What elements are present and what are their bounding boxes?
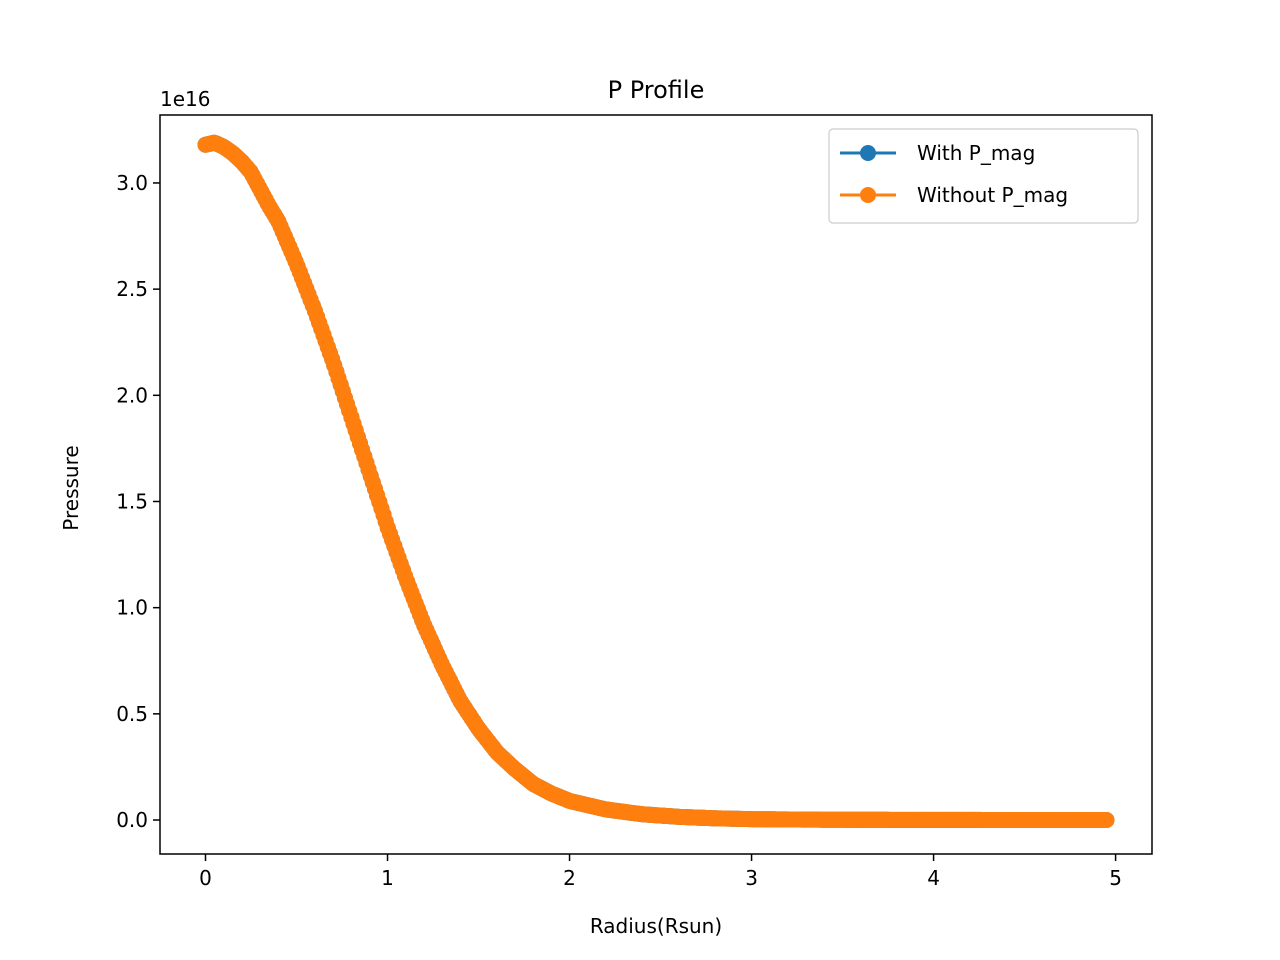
y-tick-label: 0.0 bbox=[116, 808, 148, 832]
legend-marker-without-pmag bbox=[860, 187, 876, 203]
y-offset-label: 1e16 bbox=[160, 87, 210, 111]
legend-marker-with-pmag bbox=[860, 145, 876, 161]
y-tick-label: 1.5 bbox=[116, 489, 148, 513]
y-tick-label: 3.0 bbox=[116, 171, 148, 195]
plot-area bbox=[197, 134, 1115, 828]
legend: With P_mag Without P_mag bbox=[828, 128, 1139, 224]
data-point bbox=[1098, 812, 1115, 828]
x-tick-label: 3 bbox=[745, 866, 758, 890]
x-tick-label: 2 bbox=[563, 866, 576, 890]
legend-label-with-pmag: With P_mag bbox=[917, 141, 1035, 165]
x-tick-label: 5 bbox=[1109, 866, 1122, 890]
x-tick-label: 4 bbox=[927, 866, 940, 890]
legend-label-without-pmag: Without P_mag bbox=[917, 183, 1068, 207]
y-tick-label: 2.0 bbox=[116, 383, 148, 407]
x-tick-label: 1 bbox=[381, 866, 394, 890]
series-without-pmag bbox=[197, 134, 1115, 828]
chart-title: P Profile bbox=[608, 76, 705, 104]
axes-frame bbox=[159, 114, 1153, 855]
legend-box bbox=[828, 128, 1139, 224]
y-axis: 0.0 0.5 1.0 1.5 2.0 2.5 3.0 bbox=[116, 171, 160, 832]
x-axis: 0 1 2 3 4 5 bbox=[199, 854, 1122, 890]
x-tick-label: 0 bbox=[199, 866, 212, 890]
x-axis-title: Radius(Rsun) bbox=[590, 914, 722, 938]
y-axis-title: Pressure bbox=[59, 445, 83, 530]
y-tick-label: 2.5 bbox=[116, 277, 148, 301]
y-tick-label: 1.0 bbox=[116, 596, 148, 620]
y-tick-label: 0.5 bbox=[116, 702, 148, 726]
